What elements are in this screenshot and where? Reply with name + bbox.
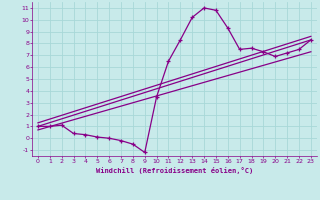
X-axis label: Windchill (Refroidissement éolien,°C): Windchill (Refroidissement éolien,°C) [96,167,253,174]
